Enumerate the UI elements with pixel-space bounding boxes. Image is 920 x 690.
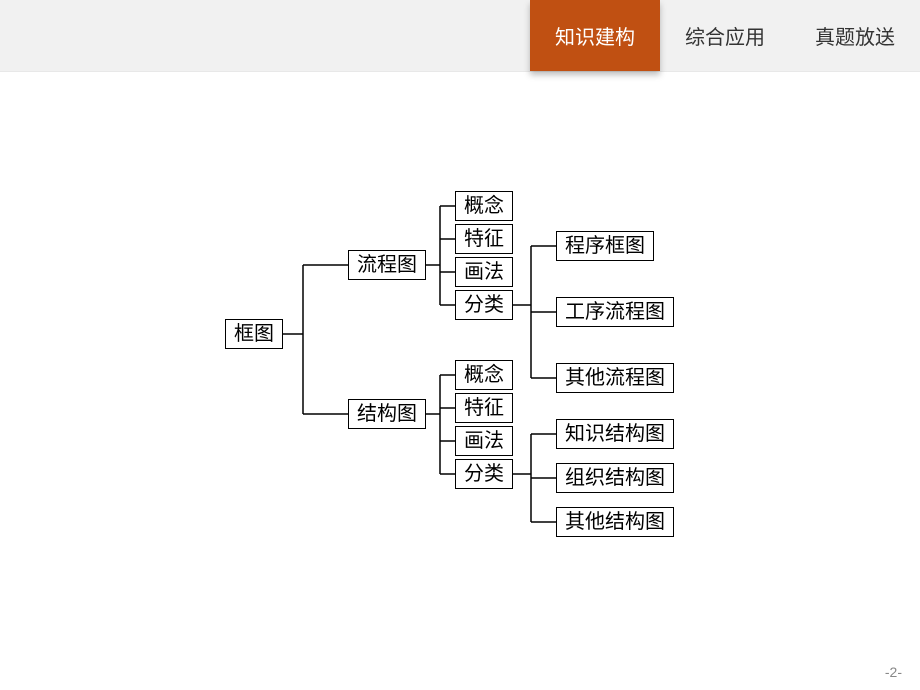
node-d1: 知识结构图 <box>556 419 674 449</box>
node-b4: 分类 <box>455 459 513 489</box>
node-d2: 组织结构图 <box>556 463 674 493</box>
tab-knowledge[interactable]: 知识建构 <box>530 0 660 71</box>
node-b: 结构图 <box>348 399 426 429</box>
node-c2: 工序流程图 <box>556 297 674 327</box>
tab-application[interactable]: 综合应用 <box>660 0 790 71</box>
node-c3: 其他流程图 <box>556 363 674 393</box>
node-d3: 其他结构图 <box>556 507 674 537</box>
node-b3: 画法 <box>455 426 513 456</box>
node-a4: 分类 <box>455 290 513 320</box>
tree-diagram: 框图流程图结构图概念特征画法分类概念特征画法分类程序框图工序流程图其他流程图知识… <box>0 72 920 690</box>
node-root: 框图 <box>225 319 283 349</box>
node-c1: 程序框图 <box>556 231 654 261</box>
node-a2: 特征 <box>455 224 513 254</box>
node-b2: 特征 <box>455 393 513 423</box>
tab-exam[interactable]: 真题放送 <box>790 0 920 71</box>
node-a: 流程图 <box>348 250 426 280</box>
tab-bar: 知识建构 综合应用 真题放送 <box>0 0 920 72</box>
node-a3: 画法 <box>455 257 513 287</box>
node-b1: 概念 <box>455 360 513 390</box>
node-a1: 概念 <box>455 191 513 221</box>
page-number: -2- <box>885 664 902 680</box>
